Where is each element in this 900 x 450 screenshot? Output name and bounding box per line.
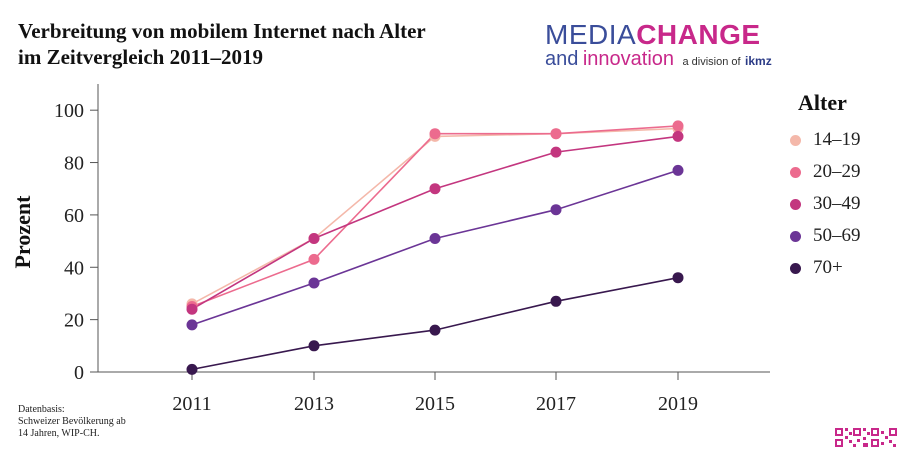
- legend-label: 30–49: [813, 193, 861, 214]
- legend-marker: [790, 198, 801, 210]
- legend-label: 50–69: [813, 225, 861, 246]
- legend-label: 14–19: [813, 129, 861, 150]
- data-point: [308, 233, 320, 244]
- data-point: [550, 204, 562, 216]
- data-point: [672, 130, 684, 142]
- data-point: [429, 233, 441, 244]
- data-point: [308, 340, 320, 352]
- y-tick-label: 40: [64, 257, 84, 279]
- logo-line1: MEDIACHANGE: [545, 20, 761, 50]
- legend-item: 70+: [786, 252, 886, 284]
- qr-code-icon: [835, 428, 897, 447]
- logo-division-text: a division of: [682, 56, 741, 68]
- y-tick-label: 20: [64, 310, 84, 332]
- x-tick-label: 2011: [172, 393, 211, 415]
- source-line1: Datenbasis:: [18, 404, 65, 415]
- legend-marker: [790, 166, 801, 178]
- legend-item: 30–49: [786, 188, 886, 220]
- legend-marker: [790, 262, 801, 274]
- source-line2: Schweizer Bevölkerung ab: [18, 416, 126, 427]
- series-line-4: [191, 276, 679, 371]
- logo-and-text: and: [545, 48, 579, 70]
- x-tick-label: 2013: [294, 393, 334, 415]
- x-tick-label: 2015: [415, 393, 455, 415]
- chart-series: [186, 120, 684, 375]
- logo-line2: and innovation a division of ikmz: [545, 48, 772, 73]
- y-axis-label: Prozent: [10, 195, 35, 269]
- series-line-1: [191, 125, 679, 308]
- data-point: [672, 164, 684, 176]
- legend-items: 14–19 20–29 30–49 50–69 70+: [786, 124, 886, 284]
- logo-ikmz-text: ikmz: [745, 54, 772, 68]
- data-point: [429, 128, 441, 140]
- y-tick-label: 80: [64, 153, 84, 175]
- legend-label: 70+: [813, 257, 843, 278]
- logo-innovation-text: innovation: [582, 48, 675, 70]
- chart-title: Verbreitung von mobilem Internet nach Al…: [18, 18, 426, 70]
- data-point: [186, 363, 198, 375]
- data-point: [550, 146, 562, 158]
- data-point: [429, 324, 441, 336]
- data-source-note: Datenbasis: Schweizer Bevölkerung ab 14 …: [18, 404, 148, 440]
- source-line3: 14 Jahren, WIP-CH.: [18, 428, 100, 439]
- data-point: [672, 272, 684, 284]
- data-point: [186, 319, 198, 331]
- chart-axes: 0 20 40 60 80 100 2011 2013 2015 2017 2019: [54, 84, 770, 415]
- data-point: [429, 183, 441, 195]
- data-point: [186, 303, 198, 315]
- data-point: [672, 120, 684, 132]
- data-point: [550, 295, 562, 307]
- y-tick-label: 0: [74, 362, 84, 384]
- legend-item: 14–19: [786, 124, 886, 156]
- legend-label: 20–29: [813, 161, 861, 182]
- legend-item: 20–29: [786, 156, 886, 188]
- y-tick-label: 100: [54, 100, 84, 122]
- series-line-2: [191, 135, 679, 310]
- data-point: [308, 277, 320, 289]
- legend-item: 50–69: [786, 220, 886, 252]
- logo-change-text: CHANGE: [636, 19, 761, 50]
- x-tick-label: 2019: [658, 393, 698, 415]
- legend-title: Alter: [798, 90, 847, 115]
- chart-title-line1: Verbreitung von mobilem Internet nach Al…: [18, 19, 426, 43]
- mediachange-logo: MEDIACHANGE and innovation a division of…: [545, 20, 785, 72]
- legend: Alter 14–19 20–29 30–49 50–69 70+: [786, 90, 886, 284]
- chart-title-line2: im Zeitvergleich 2011–2019: [18, 45, 263, 69]
- x-tick-label: 2017: [536, 393, 576, 415]
- legend-marker: [790, 134, 801, 146]
- data-point: [550, 128, 562, 140]
- legend-marker: [790, 230, 801, 242]
- data-point: [308, 253, 320, 265]
- y-tick-label: 60: [64, 205, 84, 227]
- logo-media-text: MEDIA: [545, 19, 637, 50]
